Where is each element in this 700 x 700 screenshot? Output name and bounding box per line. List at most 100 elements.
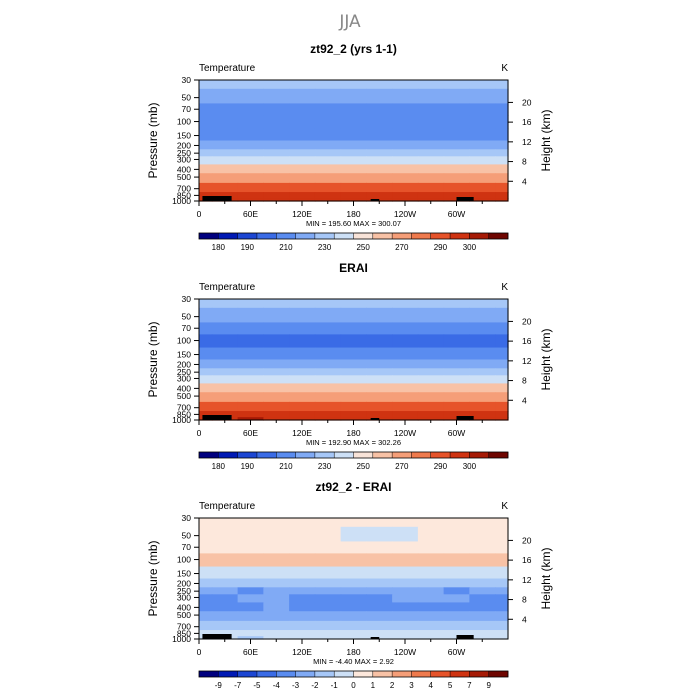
heatmap-cell: [211, 411, 239, 418]
heatmap-cell: [199, 368, 213, 376]
heatmap-cell: [392, 518, 419, 528]
topography-mask: [202, 196, 232, 201]
colorbar-swatch: [334, 452, 354, 458]
heatmap-cell: [469, 149, 496, 157]
heatmap-cell: [417, 401, 445, 412]
colorbar-swatch: [353, 233, 374, 239]
colorbar-swatch: [450, 671, 470, 677]
heatmap-cell: [314, 299, 342, 309]
heatmap-cell: [495, 140, 509, 150]
heatmap-cell: [199, 518, 213, 528]
heatmap-cell: [469, 392, 496, 403]
heatmap-cell: [289, 368, 316, 376]
topography-mask: [456, 197, 474, 201]
heatmap-cell: [366, 411, 393, 418]
heatmap-cell: [417, 128, 445, 142]
heatmap-cell: [417, 359, 445, 369]
heatmap-cell: [366, 149, 393, 157]
heatmap-cell: [289, 322, 316, 335]
heatmap-cell: [289, 140, 316, 150]
heatmap-cell: [366, 192, 393, 199]
heatmap-cell: [443, 602, 470, 612]
heatmap-cell: [417, 115, 445, 130]
heatmap-cell: [199, 115, 213, 130]
heatmap-cell: [417, 383, 445, 393]
colorbar-label: 290: [434, 243, 448, 252]
heatmap-cell: [443, 115, 470, 130]
colorbar-swatch: [392, 452, 412, 458]
heatmap-cell: [366, 182, 393, 193]
heatmap-cell: [469, 518, 496, 528]
topography-mask: [370, 199, 380, 201]
heatmap-cell: [314, 578, 342, 588]
y-axis-label: Pressure (mb): [146, 321, 160, 397]
heatmap-cell: [366, 383, 393, 393]
heatmap-cell: [289, 156, 316, 166]
heatmap-cell: [211, 594, 239, 604]
heatmap-cell: [495, 636, 509, 640]
heatmap-cell: [469, 553, 496, 568]
colorbar-label: 210: [279, 243, 293, 252]
colorbar-swatch: [256, 233, 277, 239]
heatmap-cell: [237, 198, 264, 202]
heatmap-cell: [443, 156, 470, 166]
colorbar-label: -5: [253, 681, 261, 690]
heatmap-cell: [495, 198, 509, 202]
heatmap-cell: [340, 375, 367, 385]
colorbar: 180 190 210 230 250 270 290 300: [198, 451, 509, 471]
x-tick-label: 0: [197, 428, 202, 438]
heatmap-cell: [366, 359, 393, 369]
heatmap-cell: [237, 182, 264, 193]
heatmap-cell: [495, 368, 509, 376]
heatmap-cell: [289, 636, 316, 640]
heatmap-cell: [417, 164, 445, 174]
heatmap-cell: [392, 417, 419, 421]
heatmap-cell: [199, 401, 213, 412]
y-tick-label: 250: [177, 367, 191, 377]
heatmap-cell: [237, 140, 264, 150]
y-tick-label: 250: [177, 148, 191, 158]
heatmap-cell: [495, 182, 509, 193]
colorbar-label: -7: [234, 681, 242, 690]
colorbar-label: 180: [212, 243, 226, 252]
heatmap-cell: [211, 334, 239, 349]
heatmap-cell: [366, 526, 393, 543]
heatmap-cell: [340, 80, 367, 90]
x-tick-label: 120W: [394, 647, 416, 657]
colorbar-swatch: [372, 233, 393, 239]
heatmap-cell: [469, 173, 496, 184]
y-tick-label: 850: [177, 628, 191, 638]
heatmap-cell: [417, 299, 445, 309]
colorbar-swatch: [314, 233, 335, 239]
stats-text: MIN = 195.60 MAX = 300.07: [306, 219, 401, 228]
heatmap-cell: [392, 541, 419, 554]
heatmap-cell: [263, 620, 290, 631]
heatmap-cell: [263, 392, 290, 403]
heatmap-cell: [469, 630, 496, 637]
heatmap-cell: [199, 392, 213, 403]
heatmap-cell: [237, 307, 264, 324]
colorbar: -9 -7 -5 -4 -3 -2 -1 0 1 2 3 4 5 7 9: [198, 670, 509, 690]
heatmap-cell: [495, 80, 509, 90]
heatmap-cell: [263, 401, 290, 412]
y-tick-label: 100: [177, 555, 191, 565]
heatmap-cell: [289, 115, 316, 130]
topography-mask: [370, 418, 380, 420]
heatmap-cell: [211, 182, 239, 193]
heatmap-cell: [199, 578, 213, 588]
heatmap-cell: [417, 156, 445, 166]
heatmap-cell: [417, 149, 445, 157]
topography-mask: [223, 417, 227, 420]
panel-left-label: Temperature: [199, 501, 256, 512]
heatmap-cell: [495, 383, 509, 393]
heatmap-cell: [469, 368, 496, 376]
heatmap-cell: [211, 611, 239, 622]
heatmap-cell: [289, 578, 316, 588]
heatmap-cell: [340, 156, 367, 166]
heatmap-cell: [340, 347, 367, 361]
heatmap-cell: [417, 375, 445, 385]
heatmap-cell: [392, 383, 419, 393]
colorbar-swatch: [295, 452, 316, 458]
panel-title: zt92_2 (yrs 1-1): [310, 42, 397, 56]
heatmap-cell: [469, 128, 496, 142]
